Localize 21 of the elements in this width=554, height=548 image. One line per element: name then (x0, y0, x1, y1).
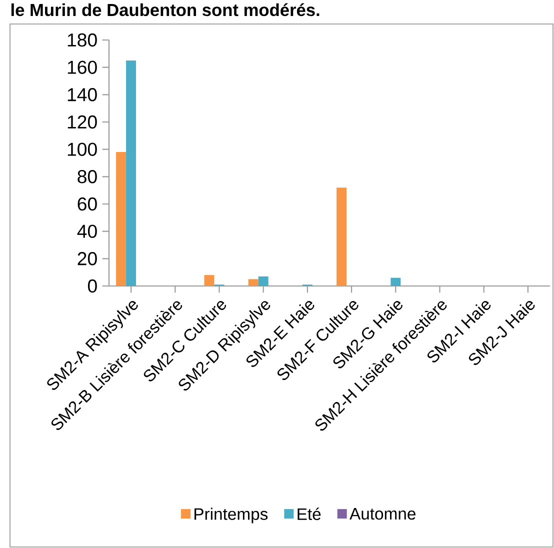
legend-label: Eté (298, 508, 321, 520)
bar (248, 279, 258, 286)
y-tick-label: 160 (68, 60, 97, 74)
bar (116, 152, 126, 286)
legend-label: Automne (350, 508, 416, 520)
bar (126, 60, 136, 286)
bar (390, 278, 401, 286)
chart-title: le Murin de Daubenton sont modérés. (11, 3, 320, 16)
y-tick-label: 0 (88, 279, 97, 293)
bar (258, 276, 268, 286)
legend-label: Printemps (194, 508, 268, 524)
y-tick-label: 20 (78, 252, 97, 266)
bar (336, 188, 347, 286)
y-tick-label: 60 (78, 197, 97, 211)
y-tick-label: 180 (68, 33, 97, 47)
y-tick-label: 120 (68, 115, 97, 129)
y-tick-label: 80 (78, 170, 97, 184)
bar (204, 275, 214, 286)
y-tick-label: 100 (68, 142, 97, 156)
y-tick-label: 140 (68, 88, 97, 102)
y-tick-label: 40 (77, 224, 97, 238)
